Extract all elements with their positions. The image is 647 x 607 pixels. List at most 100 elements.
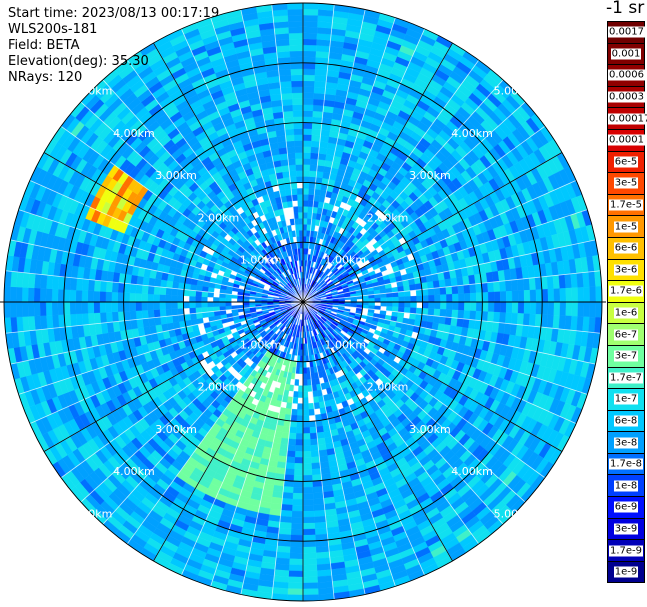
ppi-cell xyxy=(135,310,143,320)
ppi-cell xyxy=(213,297,220,303)
ppi-cell xyxy=(302,104,314,112)
ppi-cell xyxy=(434,301,441,310)
ppi-cell xyxy=(302,516,315,524)
ppi-cell xyxy=(281,498,293,506)
ppi-cell xyxy=(302,146,312,153)
ppi-cell xyxy=(302,349,306,356)
ppi-cell xyxy=(444,316,452,326)
ppi-cell xyxy=(458,301,465,311)
ppi-cell xyxy=(302,98,314,106)
ppi-cell xyxy=(93,301,101,314)
ppi-cell xyxy=(310,444,319,452)
ppi-cell xyxy=(288,570,304,578)
ppi-cell xyxy=(310,152,319,160)
ppi-cell xyxy=(294,451,304,458)
ppi-cell xyxy=(69,277,78,291)
ppi-cell xyxy=(153,309,161,318)
ppi-cell xyxy=(282,492,294,500)
ppi-cell xyxy=(311,128,322,136)
ppi-cell xyxy=(302,194,309,201)
ppi-cell xyxy=(529,301,537,315)
ppi-cell xyxy=(426,281,435,290)
ppi-cell xyxy=(535,289,543,303)
ppi-cell xyxy=(302,206,309,213)
ppi-cell xyxy=(166,315,174,324)
ppi-cell xyxy=(148,277,156,287)
ppi-cell xyxy=(445,309,453,318)
ppi-cell xyxy=(458,293,465,303)
ppi-cell xyxy=(287,444,296,452)
ppi-cell xyxy=(310,450,320,458)
ppi-cell xyxy=(69,301,77,315)
ppi-cell xyxy=(189,284,197,291)
ppi-cell xyxy=(302,457,312,464)
ppi-cell xyxy=(302,134,312,141)
ppi-cell xyxy=(27,301,35,317)
ppi-cell xyxy=(308,408,316,416)
ppi-cell xyxy=(153,294,160,303)
ppi-cell xyxy=(302,385,308,392)
ppi-cell xyxy=(309,164,318,172)
ppi-cell xyxy=(289,546,304,554)
ppi-cell xyxy=(409,284,417,291)
ppi-cell xyxy=(290,408,298,416)
ppi-cell xyxy=(529,289,537,303)
ppi-cell xyxy=(302,576,318,584)
ppi-cell xyxy=(416,295,423,303)
ppi-cell xyxy=(280,504,293,512)
ppi-cell xyxy=(243,301,250,306)
ppi-cell xyxy=(487,281,495,293)
ppi-cell xyxy=(302,56,316,64)
ppi-cell xyxy=(457,309,465,320)
ppi-cell xyxy=(314,80,327,89)
ppi-cell xyxy=(356,301,363,306)
ppi-cell xyxy=(470,301,477,312)
ppi-cell xyxy=(171,294,178,303)
ppi-cell xyxy=(440,301,447,310)
ppi-cell xyxy=(99,280,107,292)
ppi-cell xyxy=(21,301,29,317)
ppi-cell xyxy=(51,301,59,316)
ppi-cell xyxy=(153,286,161,295)
ppi-cell xyxy=(9,286,17,303)
ppi-cell xyxy=(75,278,84,291)
ppi-cell xyxy=(33,287,41,303)
ppi-cell xyxy=(141,284,149,295)
ppi-cell xyxy=(433,287,441,296)
ppi-cell xyxy=(302,182,310,189)
ppi-cell xyxy=(476,301,483,312)
ppi-cell xyxy=(368,301,375,306)
ppi-cell xyxy=(147,309,155,319)
ppi-cell xyxy=(444,278,452,288)
ppi-cell xyxy=(290,534,304,542)
ppi-cell xyxy=(189,307,197,315)
ppi-cell xyxy=(317,159,326,167)
ppi-cell xyxy=(296,409,304,416)
ppi-cell xyxy=(308,188,316,196)
ppi-cell xyxy=(46,274,54,290)
ppi-cell xyxy=(81,290,89,303)
ppi-cell xyxy=(27,287,35,303)
ppi-cell xyxy=(517,301,525,314)
ppi-cell xyxy=(57,301,65,315)
ppi-cell xyxy=(45,301,53,316)
ppi-cell xyxy=(111,311,119,323)
ppi-cell xyxy=(195,312,203,320)
ppi-cell xyxy=(409,313,417,320)
ppi-cell xyxy=(302,164,311,171)
ppi-cell xyxy=(313,98,325,106)
ppi-cell xyxy=(166,280,174,289)
ppi-cell xyxy=(237,298,244,303)
ppi-cell xyxy=(302,486,314,494)
ppi-cell xyxy=(312,486,324,494)
ppi-cell xyxy=(302,409,310,416)
ppi-cell xyxy=(289,420,297,428)
ppi-cell xyxy=(141,301,148,311)
ppi-cell xyxy=(87,312,96,325)
ppi-cell xyxy=(3,286,11,303)
ppi-cell xyxy=(362,301,369,306)
ppi-cell xyxy=(302,242,307,249)
ppi-cell xyxy=(289,558,304,566)
ppi-cell xyxy=(278,527,292,536)
ppi-cell xyxy=(446,294,453,303)
